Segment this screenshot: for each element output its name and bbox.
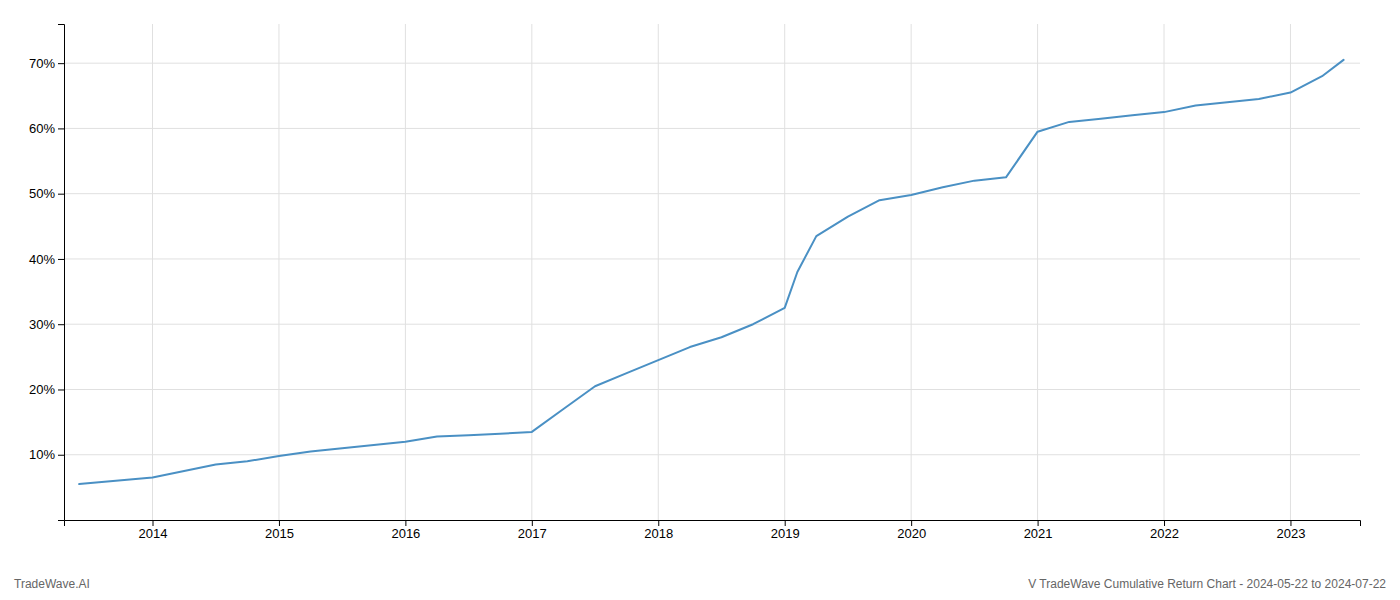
- grid-line-x: [1290, 24, 1291, 520]
- tick-label: 2019: [771, 526, 800, 541]
- tick: 2022: [1150, 520, 1179, 541]
- tick: 2020: [897, 520, 926, 541]
- tick-mark: [405, 520, 406, 526]
- tick-mark: [58, 128, 64, 129]
- x-axis: 2014 2015 2016 2017 2018 2019 2020 2021 2022 2023: [65, 520, 1361, 541]
- footer-text: V TradeWave Cumulative Return Chart - 20…: [1028, 577, 1386, 591]
- tick-label: 2014: [139, 526, 168, 541]
- tick: 60%: [29, 121, 64, 136]
- tick-label: 2020: [897, 526, 926, 541]
- tick-label: 2017: [518, 526, 547, 541]
- tick-label: 2021: [1024, 526, 1053, 541]
- tick: 2021: [1024, 520, 1053, 541]
- tick: 2014: [139, 520, 168, 541]
- tick: 40%: [29, 252, 64, 267]
- tick-mark: [58, 324, 64, 325]
- tick-label: 2015: [265, 526, 294, 541]
- grid-line-y: [64, 258, 1360, 259]
- line: [79, 60, 1343, 484]
- tick-mark: [911, 520, 912, 526]
- y-axis: 10% 20% 30% 40% 50% 60% 70%: [29, 25, 65, 521]
- grid-line-x: [152, 24, 153, 520]
- grid-line-y: [64, 63, 1360, 64]
- tick: 2015: [265, 520, 294, 541]
- grid-line-x: [531, 24, 532, 520]
- tick-mark: [58, 455, 64, 456]
- grid-line-y: [64, 324, 1360, 325]
- tick-label: 2016: [391, 526, 420, 541]
- tick-mark: [58, 194, 64, 195]
- tick: 2023: [1276, 520, 1305, 541]
- tick-mark: [58, 63, 64, 64]
- tick-mark: [785, 520, 786, 526]
- tick-label: 30%: [29, 317, 55, 332]
- tick-mark: [532, 520, 533, 526]
- grid-line-x: [658, 24, 659, 520]
- tick-label: 50%: [29, 186, 55, 201]
- grid-line-x: [1037, 24, 1038, 520]
- grid-line-x: [278, 24, 279, 520]
- tick-mark: [1290, 520, 1291, 526]
- tick: 50%: [29, 186, 64, 201]
- tick: 2019: [771, 520, 800, 541]
- tick-mark: [1164, 520, 1165, 526]
- tick-label: 2023: [1276, 526, 1305, 541]
- tick-label: 2022: [1150, 526, 1179, 541]
- tick-mark: [658, 520, 659, 526]
- chart: 2014 2015 2016 2017 2018 2019 2020 2021 2022 2023…: [0, 0, 1400, 600]
- grid-line-x: [1164, 24, 1165, 520]
- tick-mark: [58, 389, 64, 390]
- tick-mark: [1038, 520, 1039, 526]
- grid-line-x: [405, 24, 406, 520]
- tick: 70%: [29, 56, 64, 71]
- grid-line-x: [911, 24, 912, 520]
- tick-label: 2018: [644, 526, 673, 541]
- tick-mark: [153, 520, 154, 526]
- grid-line-y: [64, 128, 1360, 129]
- grid-line-x: [784, 24, 785, 520]
- axis-line: [65, 521, 1361, 527]
- grid: [64, 24, 1360, 520]
- tick: 2017: [518, 520, 547, 541]
- tick-label: 10%: [29, 447, 55, 462]
- tick-mark: [279, 520, 280, 526]
- tick: 30%: [29, 317, 64, 332]
- tick: 20%: [29, 382, 64, 397]
- tick-label: 20%: [29, 382, 55, 397]
- plot-area: [79, 60, 1343, 484]
- footer-text: TradeWave.AI: [14, 577, 90, 591]
- tick: 10%: [29, 447, 64, 462]
- tick-mark: [58, 259, 64, 260]
- tick-label: 60%: [29, 121, 55, 136]
- grid-line-y: [64, 193, 1360, 194]
- grid-line-y: [64, 389, 1360, 390]
- tick: 2016: [391, 520, 420, 541]
- axis-line: [58, 25, 65, 521]
- tick-label: 70%: [29, 56, 55, 71]
- grid-line-y: [64, 454, 1360, 455]
- tick: 2018: [644, 520, 673, 541]
- tick-label: 40%: [29, 252, 55, 267]
